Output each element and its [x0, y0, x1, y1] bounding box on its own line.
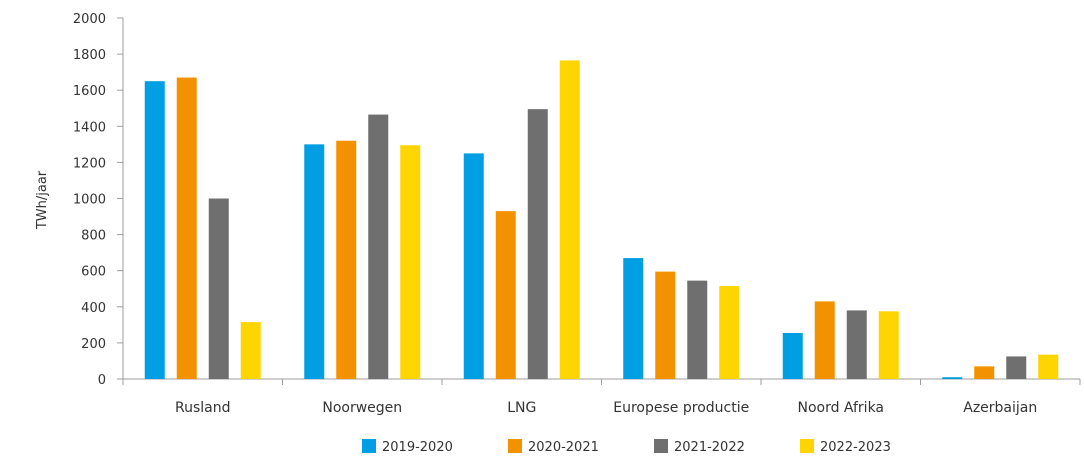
y-tick-label: 600 — [81, 265, 106, 280]
bar — [846, 310, 867, 379]
bar — [974, 366, 995, 379]
y-tick-label: 1000 — [73, 193, 106, 208]
x-category-label: Azerbaijan — [963, 400, 1037, 416]
bar — [878, 311, 899, 379]
legend-swatch — [362, 439, 376, 453]
y-tick-label: 1600 — [73, 84, 106, 99]
bar — [527, 109, 548, 379]
legend-label: 2020-2021 — [528, 440, 599, 455]
bar — [782, 332, 803, 379]
y-axis-title: TWh/jaar — [35, 170, 50, 230]
y-tick-label: 2000 — [73, 12, 106, 27]
bar — [208, 198, 229, 379]
x-category-label: LNG — [507, 400, 536, 416]
bar — [1038, 354, 1059, 379]
y-tick-label: 400 — [81, 301, 106, 316]
x-axis — [122, 378, 1081, 385]
legend-label: 2021-2022 — [674, 440, 745, 455]
bar — [942, 377, 963, 379]
y-tick-label: 1800 — [73, 48, 106, 63]
bar — [336, 140, 357, 379]
x-category-label: Noord Afrika — [797, 400, 884, 416]
bar — [687, 280, 708, 379]
bar — [719, 286, 740, 379]
bar — [144, 81, 165, 380]
bar — [400, 145, 421, 379]
bar — [655, 271, 676, 379]
legend-swatch — [654, 439, 668, 453]
x-category-label: Noorwegen — [322, 400, 402, 416]
y-tick-label: 1200 — [73, 156, 106, 171]
y-tick-label: 1400 — [73, 120, 106, 135]
x-category-label: Europese productie — [613, 400, 749, 416]
legend-swatch — [800, 439, 814, 453]
legend-label: 2019-2020 — [382, 440, 453, 455]
bar — [559, 60, 580, 379]
x-category-label: Rusland — [175, 400, 231, 416]
bar — [463, 153, 484, 379]
y-tick-label: 0 — [98, 373, 106, 388]
legend: 2019-2020 2020-2021 2021-2022 2022-2023 — [362, 439, 891, 455]
bar — [814, 301, 835, 379]
bar — [623, 258, 644, 379]
legend-swatch — [508, 439, 522, 453]
y-tick-label: 800 — [81, 229, 106, 244]
bar — [304, 144, 325, 379]
bars — [144, 60, 1059, 380]
category-labels: Rusland Noorwegen LNG Europese productie Noo… — [175, 400, 1037, 416]
bar — [495, 211, 516, 379]
legend-label: 2022-2023 — [820, 440, 891, 455]
bar — [240, 322, 261, 379]
bar — [176, 77, 197, 379]
bar — [1006, 356, 1027, 379]
y-axis: 0 200 400 600 800 1000 1200 1400 1600 1800 2000 — [73, 12, 124, 388]
bar — [368, 114, 389, 379]
y-tick-label: 200 — [81, 337, 106, 352]
